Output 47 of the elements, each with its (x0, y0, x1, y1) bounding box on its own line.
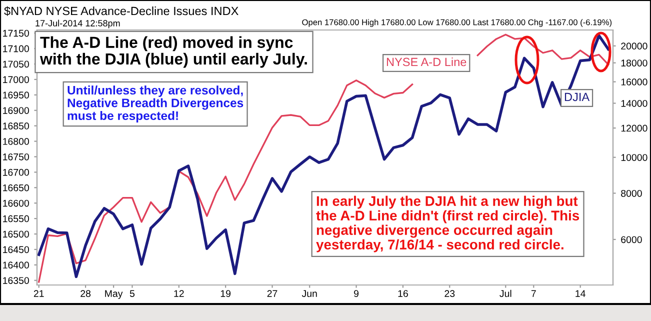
x-tick-label: 21 (34, 290, 44, 297)
annotation: The A-D Line (red) moved in sync with the DJIA (blue) until early July. (40, 36, 307, 68)
y-tick-label: 16800 (3, 138, 29, 145)
y2-tick-label: 16000 (621, 78, 648, 86)
y-tick-label: 16500 (3, 230, 29, 238)
x-tick-label: 7 (531, 290, 536, 297)
y-tick-label: 17050 (3, 60, 29, 68)
y-tick-label: 16900 (3, 107, 29, 114)
y2-tick-label: 10000 (621, 154, 648, 161)
series-label: NYSE A-D Line (386, 58, 466, 66)
x-tick-label: May (105, 290, 123, 299)
y-tick-label: 16950 (3, 92, 29, 99)
y-tick-label: 16600 (3, 200, 29, 207)
y-tick-label: 17000 (3, 76, 29, 84)
text: Open 17680.00 High 17680.00 Low 17680.00 Last 17680.00 Chg -1167.00 (-6.19%) (302, 19, 612, 27)
y-tick-label: 16350 (3, 277, 29, 284)
y-tick-label: 16650 (3, 184, 29, 192)
y-tick-label: 17100 (3, 45, 29, 52)
x-tick-label: Jun (302, 290, 317, 297)
chart-subtitle: 17-Jul-2014 12:58pm (36, 20, 120, 28)
x-tick-label: 19 (220, 290, 231, 297)
series-label: DJIA (564, 92, 590, 102)
y-tick-label: 16750 (3, 153, 29, 160)
y-tick-label: 16450 (3, 246, 29, 254)
x-tick-label: 28 (80, 290, 91, 297)
x-tick-label: 12 (174, 290, 184, 297)
y-tick-label: 16700 (3, 168, 29, 176)
x-tick-label: 9 (354, 290, 359, 297)
y-tick-label: 16850 (3, 122, 29, 130)
x-tick-label: 14 (576, 290, 586, 297)
y-tick-label: 16550 (3, 215, 29, 222)
y2-tick-label: 20000 (621, 42, 648, 50)
x-tick-label: 16 (398, 290, 408, 297)
y2-tick-label: 14000 (621, 100, 648, 107)
x-tick-label: 23 (444, 290, 455, 297)
y-tick-label: 16400 (3, 262, 29, 269)
x-tick-label: Jul (500, 290, 512, 297)
y2-tick-label: 8000 (621, 190, 642, 197)
y-tick-label: 17150 (3, 30, 29, 37)
x-tick-label: 27 (267, 290, 278, 297)
x-tick-label: 5 (130, 290, 135, 297)
annotation: Until/unless they are resolved, Negative Breadth Divergences must be respected! (68, 86, 244, 122)
y2-tick-label: 12000 (621, 124, 648, 132)
annotation: In early July the DJIA hit a new high but the A-D Line didn't (first red circle). This negative divergence occurred again yesterday, 7/16/14 - second red circle. (316, 196, 580, 252)
chart-title: $NYAD NYSE Advance-Decline Issues INDX (4, 6, 238, 16)
y2-tick-label: 6000 (621, 236, 642, 244)
y2-tick-label: 18000 (621, 60, 648, 66)
